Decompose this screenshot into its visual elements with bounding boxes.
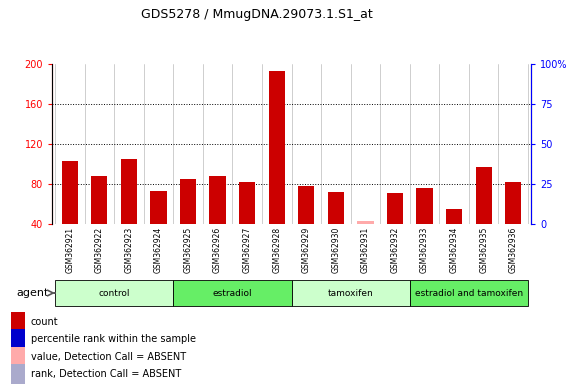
Point	[449, 34, 459, 40]
Point	[183, 18, 192, 24]
Bar	[239, 182, 255, 224]
Bar	[91, 176, 107, 224]
FancyBboxPatch shape	[292, 280, 410, 306]
Bar	[416, 188, 433, 224]
Text: rank, Detection Call = ABSENT: rank, Detection Call = ABSENT	[31, 369, 181, 379]
Text: count: count	[31, 316, 58, 327]
Bar	[180, 179, 196, 224]
Text: agent: agent	[17, 288, 49, 298]
Point	[65, 13, 74, 19]
Text: GSM362927: GSM362927	[243, 227, 252, 273]
Text: GSM362931: GSM362931	[361, 227, 370, 273]
Text: estradiol: estradiol	[212, 288, 252, 298]
Text: GSM362925: GSM362925	[183, 227, 192, 273]
Point	[479, 15, 488, 21]
Bar	[328, 192, 344, 224]
Bar	[11, 347, 25, 366]
Bar	[11, 364, 25, 384]
Bar	[505, 182, 521, 224]
Text: value, Detection Call = ABSENT: value, Detection Call = ABSENT	[31, 352, 186, 362]
FancyBboxPatch shape	[55, 280, 173, 306]
Bar	[210, 176, 226, 224]
Point	[391, 27, 400, 33]
Bar	[446, 209, 463, 224]
Bar	[298, 186, 315, 224]
Point	[124, 13, 134, 19]
Bar	[150, 191, 167, 224]
Text: GSM362921: GSM362921	[65, 227, 74, 273]
Bar	[268, 71, 285, 224]
Bar	[11, 329, 25, 349]
Text: percentile rank within the sample: percentile rank within the sample	[31, 334, 196, 344]
Bar	[476, 167, 492, 224]
Text: GSM362926: GSM362926	[213, 227, 222, 273]
Text: tamoxifen: tamoxifen	[328, 288, 373, 298]
Bar	[62, 161, 78, 224]
Bar	[357, 221, 373, 224]
Text: GSM362928: GSM362928	[272, 227, 281, 273]
Point	[154, 29, 163, 35]
Text: GDS5278 / MmugDNA.29073.1.S1_at: GDS5278 / MmugDNA.29073.1.S1_at	[141, 8, 373, 21]
Point	[301, 27, 311, 33]
Text: control: control	[98, 288, 130, 298]
Text: GSM362935: GSM362935	[479, 227, 488, 273]
Bar	[387, 193, 403, 224]
Text: GSM362922: GSM362922	[95, 227, 104, 273]
Point	[361, 45, 370, 51]
Bar	[11, 312, 25, 331]
Text: GSM362934: GSM362934	[449, 227, 459, 273]
FancyBboxPatch shape	[173, 280, 292, 306]
Point	[509, 24, 518, 30]
Point	[243, 21, 252, 27]
Text: GSM362936: GSM362936	[509, 227, 518, 273]
Point	[420, 19, 429, 25]
Text: GSM362932: GSM362932	[391, 227, 400, 273]
Text: GSM362933: GSM362933	[420, 227, 429, 273]
Text: GSM362923: GSM362923	[124, 227, 134, 273]
Point	[213, 21, 222, 27]
Text: GSM362930: GSM362930	[331, 227, 340, 273]
FancyBboxPatch shape	[410, 280, 528, 306]
Text: GSM362929: GSM362929	[302, 227, 311, 273]
Bar	[120, 159, 137, 224]
Point	[331, 26, 340, 32]
Text: GSM362924: GSM362924	[154, 227, 163, 273]
Point	[95, 13, 104, 19]
Text: estradiol and tamoxifen: estradiol and tamoxifen	[415, 288, 523, 298]
